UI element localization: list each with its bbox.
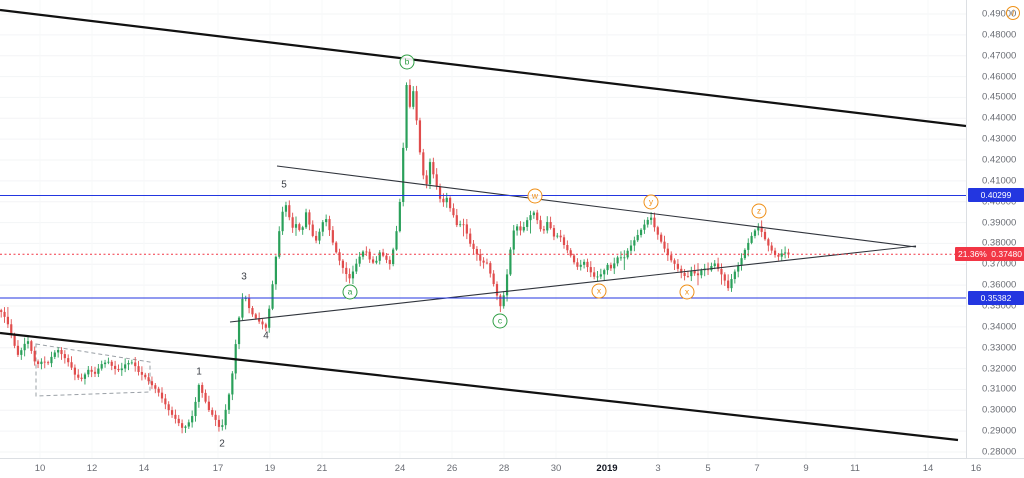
time-tick-label: 2019 bbox=[596, 463, 618, 474]
price-tick-label: 0.30000 bbox=[982, 404, 1017, 416]
price-tick-label: 0.33000 bbox=[982, 342, 1017, 354]
wave-circle-label[interactable]: c bbox=[492, 313, 508, 329]
time-tick-label: 5 bbox=[705, 463, 711, 474]
time-tick-label: 14 bbox=[138, 463, 150, 474]
price-tick-label: 0.31000 bbox=[982, 383, 1017, 395]
time-tick-label: 10 bbox=[34, 463, 46, 474]
time-tick-label: 26 bbox=[446, 463, 458, 474]
time-tick-label: 17 bbox=[212, 463, 224, 474]
price-axis[interactable]: 0.49000 0.48000 0.47000 0.46000 0.45000 0.440… bbox=[955, 0, 1024, 458]
price-tick-label: 0.41000 bbox=[982, 175, 1017, 187]
time-tick-label: 19 bbox=[264, 463, 276, 474]
time-tick-label: 24 bbox=[394, 463, 406, 474]
info-icon[interactable]: i bbox=[1006, 6, 1020, 20]
wave-circle-label[interactable]: a bbox=[342, 284, 358, 300]
wave-circle-label[interactable]: x bbox=[591, 283, 607, 299]
gridlines bbox=[0, 13, 966, 453]
time-tick-label: 9 bbox=[803, 463, 809, 474]
trendline[interactable] bbox=[229, 245, 917, 323]
time-tick-label: 7 bbox=[754, 463, 760, 474]
trendline[interactable] bbox=[0, 331, 959, 442]
consolidation-dashed-box[interactable] bbox=[35, 343, 151, 397]
wave-number-label[interactable]: 3 bbox=[241, 271, 247, 283]
price-tick-label: 0.44000 bbox=[982, 112, 1017, 124]
chart-plot-area[interactable]: 1 2 3 4 5 a b c w x y x z bbox=[0, 0, 966, 458]
candlestick-canvas[interactable] bbox=[0, 0, 966, 458]
time-tick-label: 12 bbox=[86, 463, 98, 474]
price-tick-label: 0.46000 bbox=[982, 71, 1017, 83]
wave-number-label[interactable]: 2 bbox=[219, 438, 225, 450]
time-axis[interactable]: 10 12 14 17 19 21 24 26 28 30 2019 3 5 7 9 11 14 16 bbox=[0, 458, 1024, 478]
wave-number-label[interactable]: 4 bbox=[263, 330, 269, 342]
price-tick-label: 0.45000 bbox=[982, 91, 1017, 103]
price-tick-label: 0.42000 bbox=[982, 154, 1017, 166]
wave-circle-label[interactable]: z bbox=[751, 203, 767, 219]
price-tick-label: 0.43000 bbox=[982, 133, 1017, 145]
time-tick-label: 11 bbox=[850, 463, 860, 474]
time-tick-label: 14 bbox=[922, 463, 934, 474]
price-tick-label: 0.34000 bbox=[982, 321, 1017, 333]
wave-number-label[interactable]: 5 bbox=[281, 179, 287, 191]
info-icon-glyph: i bbox=[1012, 8, 1014, 18]
price-tick-label: 0.49000 bbox=[982, 8, 1017, 20]
price-tick-label: 0.39000 bbox=[982, 217, 1017, 229]
time-tick-label: 30 bbox=[550, 463, 562, 474]
price-tick-label: 0.28000 bbox=[982, 446, 1017, 458]
price-line-label[interactable]: 0.40299 bbox=[968, 188, 1024, 203]
trendline[interactable] bbox=[0, 8, 966, 128]
price-line-label[interactable]: 0.35382 bbox=[968, 291, 1024, 306]
time-tick-label: 28 bbox=[498, 463, 510, 474]
wave-circle-label[interactable]: w bbox=[527, 188, 543, 204]
price-tick-label: 0.38000 bbox=[982, 237, 1017, 249]
wave-circle-label[interactable]: x bbox=[679, 284, 695, 300]
time-tick-label: 3 bbox=[655, 463, 661, 474]
annotations-overlay: 1 2 3 4 5 a b c w x y x z bbox=[196, 54, 767, 450]
price-tick-label: 0.37000 bbox=[982, 258, 1017, 270]
price-tick-label: 0.48000 bbox=[982, 29, 1017, 41]
wave-number-label[interactable]: 1 bbox=[196, 366, 202, 378]
time-tick-label: 21 bbox=[316, 463, 328, 474]
price-tick-label: 0.47000 bbox=[982, 50, 1017, 62]
wave-circle-label[interactable]: y bbox=[643, 194, 659, 210]
price-tick-label: 0.29000 bbox=[982, 425, 1017, 437]
price-tick-label: 0.36000 bbox=[982, 279, 1017, 291]
wave-circle-label[interactable]: b bbox=[399, 54, 415, 70]
time-tick-label: 16 bbox=[970, 463, 982, 474]
price-line-label[interactable]: 21.36% 0.37480 bbox=[955, 247, 1024, 262]
price-tick-label: 0.32000 bbox=[982, 363, 1017, 375]
trendline[interactable] bbox=[276, 165, 917, 248]
price-tick-label: 0.35000 bbox=[982, 300, 1017, 312]
